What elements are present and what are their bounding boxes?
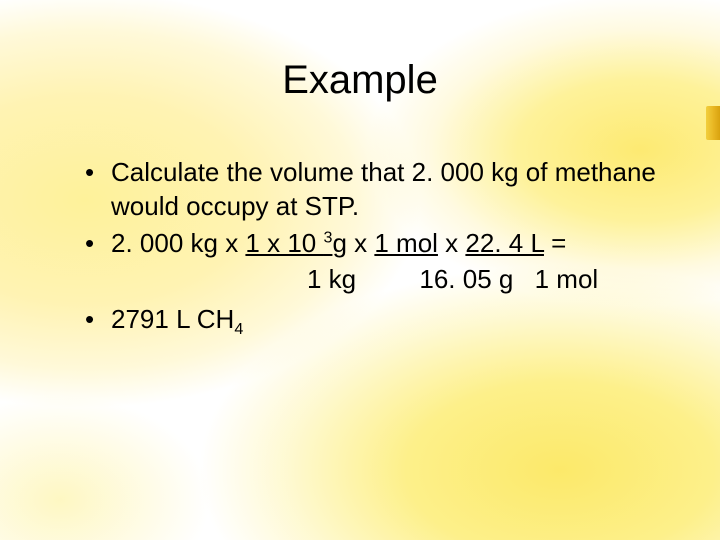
bullet-1: • Calculate the volume that 2. 000 kg of… (85, 155, 670, 224)
bullet-1-text: Calculate the volume that 2. 000 kg of m… (111, 155, 670, 224)
bullet-list: • Calculate the volume that 2. 000 kg of… (50, 155, 670, 337)
b2-mid1: x (347, 228, 374, 258)
slide-title: Example (50, 58, 670, 103)
b2-frac1: 1 x 10 3g (245, 228, 347, 258)
b2-mid2: x (438, 228, 465, 258)
bullet-3: • 2791 L CH4 (85, 302, 670, 336)
b2-denom2: 16. 05 g (419, 262, 513, 296)
b2-frac1-tail: g (332, 228, 346, 258)
bullet-marker: • (85, 302, 111, 336)
b2-frac2: 1 mol (374, 228, 438, 258)
bullet-2-denominators: 1 kg 16. 05 g 1 mol (85, 262, 670, 296)
b3-sub: 4 (234, 320, 243, 338)
b2-eq: = (544, 228, 566, 258)
bullet-3-text: 2791 L CH4 (111, 302, 670, 336)
slide-content: Example • Calculate the volume that 2. 0… (0, 0, 720, 337)
b3-lead: 2791 L CH (111, 304, 234, 334)
bullet-marker: • (85, 226, 111, 260)
b2-frac3: 22. 4 L (465, 228, 544, 258)
b2-lead: 2. 000 kg x (111, 228, 245, 258)
b2-denom3: 1 mol (535, 262, 599, 296)
bullet-2: • 2. 000 kg x 1 x 10 3g x 1 mol x 22. 4 … (85, 226, 670, 260)
b2-frac1-num: 1 x 10 (245, 228, 323, 258)
bullet-marker: • (85, 155, 111, 189)
bullet-2-text: 2. 000 kg x 1 x 10 3g x 1 mol x 22. 4 L … (111, 226, 670, 260)
b2-denom1: 1 kg (307, 262, 356, 296)
